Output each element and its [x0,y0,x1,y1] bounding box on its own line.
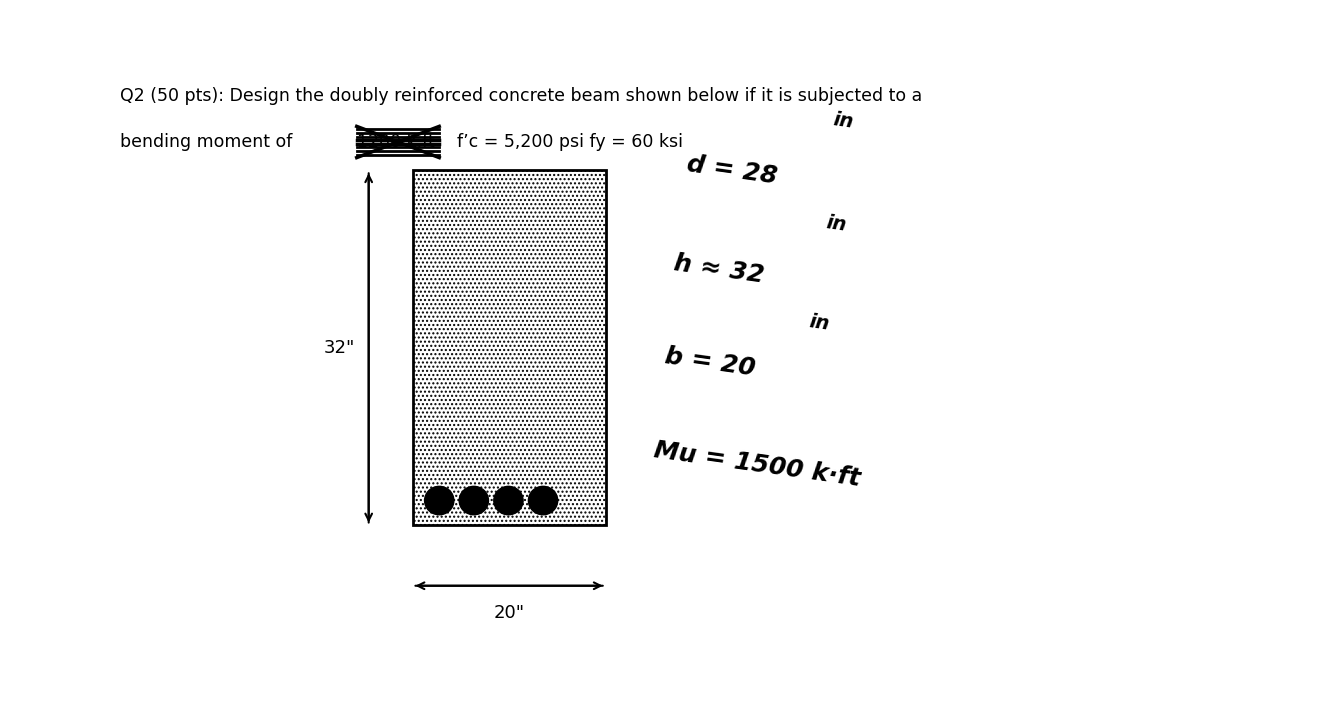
Bar [413,170,606,525]
Text: Q2 (50 pts): Design the doubly reinforced concrete beam shown below if it is sub: Q2 (50 pts): Design the doubly reinforce… [120,87,922,105]
Text: in: in [808,312,831,334]
Ellipse shape [459,486,488,515]
Text: h ≈ 32: h ≈ 32 [672,251,765,288]
Ellipse shape [528,486,558,515]
Text: f’c = 5,200 psi fy = 60 ksi: f’c = 5,200 psi fy = 60 ksi [446,133,683,151]
Text: 1200 k.ft: 1200 k.ft [357,133,434,151]
Ellipse shape [494,486,523,515]
Text: Mu = 1500 k·ft: Mu = 1500 k·ft [652,439,862,491]
Text: b = 20: b = 20 [663,344,756,381]
Text: bending moment of: bending moment of [120,133,293,151]
Ellipse shape [425,486,454,515]
Text: in: in [832,110,855,131]
Text: 20": 20" [494,604,524,622]
Text: in: in [825,213,848,234]
Text: 32": 32" [323,339,355,357]
Text: d = 28: d = 28 [685,152,779,189]
